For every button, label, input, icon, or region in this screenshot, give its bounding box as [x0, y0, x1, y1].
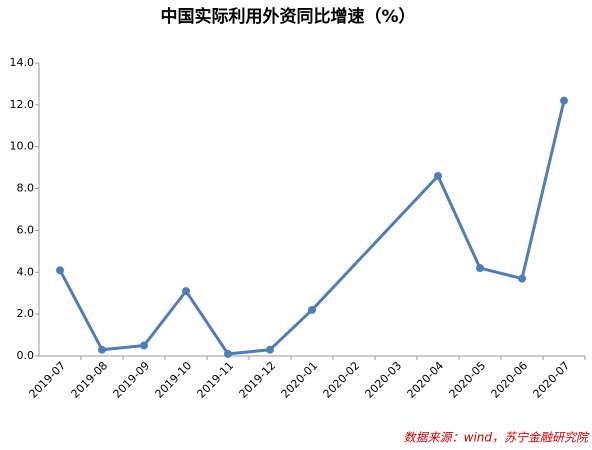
x-tick-label: 2019-11 [195, 359, 237, 401]
point [266, 345, 274, 354]
y-tick-label: 0.0 [17, 349, 35, 362]
x-tick-label: 2020-01 [279, 359, 321, 401]
x-tick-label: 2019-07 [27, 359, 69, 401]
x-tick-label: 2020-02 [321, 359, 363, 401]
x-tick-label: 2019-12 [237, 359, 279, 401]
y-tick-label: 6.0 [17, 223, 35, 236]
y-tick-label: 14.0 [10, 56, 35, 69]
gap-bridge [310, 174, 440, 312]
point [56, 266, 64, 275]
chart-title: 中国实际利用外资同比增速（%） [160, 6, 415, 27]
point [224, 349, 232, 358]
point [476, 264, 484, 273]
y-tick-label: 8.0 [17, 182, 35, 195]
y-tick-label: 2.0 [17, 307, 35, 320]
point [560, 96, 568, 105]
point [434, 172, 442, 181]
point [140, 341, 148, 350]
y-tick-label: 4.0 [17, 265, 35, 278]
x-tick-label: 2020-07 [531, 359, 573, 401]
x-tick-label: 2020-06 [489, 359, 531, 401]
x-tick-label: 2019-10 [153, 359, 195, 401]
point [98, 345, 106, 354]
x-tick-label: 2019-09 [111, 359, 153, 401]
point [518, 274, 526, 283]
series-line [58, 100, 566, 356]
source-note: 数据来源：wind，苏宁金融研究院 [404, 431, 590, 445]
x-tick-label: 2020-03 [363, 359, 405, 401]
y-tick-label: 12.0 [10, 98, 35, 111]
x-tick-label: 2020-05 [447, 359, 489, 401]
point [308, 305, 316, 314]
x-tick-label: 2020-04 [405, 359, 447, 401]
x-tick-label: 2019-08 [69, 359, 111, 401]
point [182, 287, 190, 296]
y-tick-label: 10.0 [10, 140, 35, 153]
